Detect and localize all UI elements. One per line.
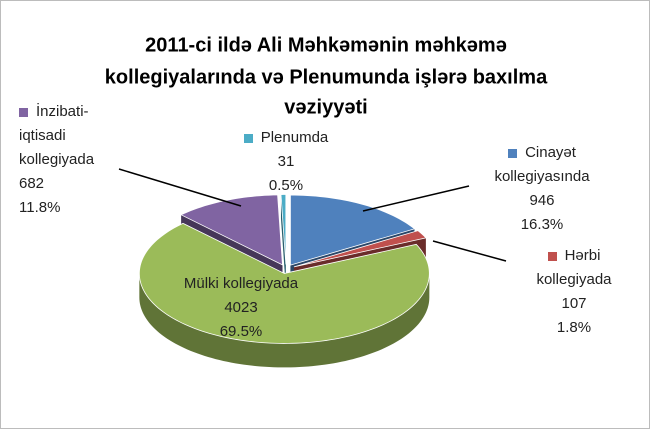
value-label: 31 — [277, 153, 295, 170]
category-label: Plenumda — [260, 129, 329, 146]
pie — [138, 194, 430, 368]
data-label: Mülki kollegiyada 4023 69.5% — [171, 272, 311, 344]
slice-edge — [280, 194, 286, 289]
leader-line — [432, 240, 507, 262]
data-label: Plenumda 31 0.5% — [241, 126, 331, 198]
category-label: Hərbi kollegiyada — [536, 247, 612, 288]
category-label: Mülki kollegiyada — [183, 275, 299, 292]
leader-line — [362, 185, 470, 212]
value-label: 946 — [529, 192, 555, 209]
legend-swatch — [508, 148, 518, 158]
value-label: 4023 — [224, 299, 258, 316]
slice — [280, 194, 287, 265]
leader-line — [118, 168, 242, 207]
value-label: 16.3% — [520, 216, 564, 233]
value-label: 69.5% — [219, 323, 263, 340]
value-label: 1.8% — [556, 319, 592, 336]
data-label: İnzibati-iqtisadi kollegiyada 682 11.8% — [19, 100, 129, 220]
value-label: 107 — [561, 295, 587, 312]
slice — [290, 194, 416, 266]
slice — [180, 194, 283, 266]
slice — [293, 230, 427, 268]
legend-swatch — [547, 251, 557, 261]
slice-side — [139, 273, 430, 368]
category-label: İnzibati-iqtisadi kollegiyada — [19, 103, 95, 168]
legend-swatch — [243, 133, 253, 143]
chart-title: 2011-ci ildə Ali Məhkəmənin məhkəmə — [145, 34, 507, 56]
data-label: Hərbi kollegiyada 107 1.8% — [509, 244, 639, 340]
data-label: Cinayət kollegiyasında 946 16.3% — [467, 141, 617, 237]
value-label: 682 — [19, 175, 45, 192]
value-label: 0.5% — [268, 177, 304, 194]
slice — [138, 222, 430, 344]
category-label: Cinayət kollegiyasında — [494, 144, 590, 185]
legend-swatch — [19, 107, 28, 117]
value-label: 11.8% — [19, 199, 61, 216]
chart-title: vəziyyəti — [284, 96, 367, 118]
chart-title: kollegiyalarında və Plenumunda işlərə ba… — [105, 66, 548, 88]
